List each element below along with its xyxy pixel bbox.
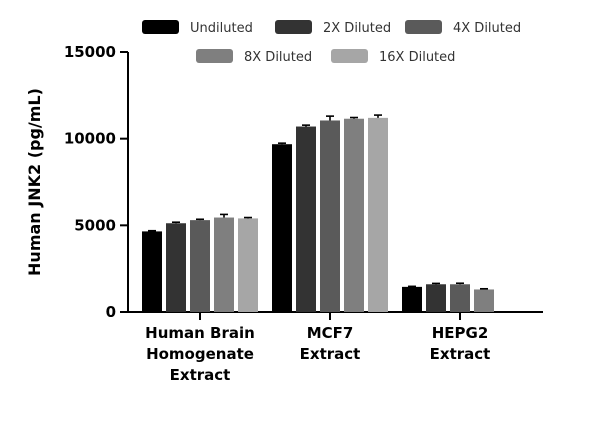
- x-tick-label-line: MCF7: [307, 324, 354, 342]
- y-tick-label: 10000: [64, 130, 116, 148]
- legend-label: 2X Diluted: [323, 21, 391, 36]
- bar: [344, 118, 364, 312]
- legend-swatch: [196, 49, 233, 63]
- x-tick-label-line: Homogenate: [146, 345, 254, 363]
- legend-label: 8X Diluted: [244, 50, 312, 65]
- bar: [474, 289, 494, 312]
- legend-swatch: [275, 20, 312, 34]
- x-tick-label-line: Extract: [300, 345, 361, 363]
- x-tick-label-line: Human Brain: [145, 324, 255, 342]
- legend-label: 4X Diluted: [453, 21, 521, 36]
- x-tick-label: HEPG2 Extract: [430, 324, 491, 363]
- bar: [214, 217, 234, 312]
- x-tick-label-line: Extract: [430, 345, 491, 363]
- bar: [142, 231, 162, 312]
- bar: [272, 144, 292, 312]
- legend-swatch: [331, 49, 368, 63]
- y-tick-label: 5000: [74, 216, 116, 234]
- bar: [450, 284, 470, 312]
- bar: [296, 126, 316, 313]
- y-tick-label: 15000: [64, 43, 116, 61]
- bar: [166, 223, 186, 312]
- x-tick-label-line: Extract: [170, 366, 231, 384]
- x-tick-label: MCF7 Extract: [300, 324, 361, 363]
- legend: Undiluted 2X Diluted 4X Diluted 8X Diluted 1…: [142, 20, 521, 65]
- legend-swatch: [142, 20, 179, 34]
- bar: [238, 218, 258, 312]
- bar: [368, 117, 388, 312]
- y-axis-title: Human JNK2 (pg/mL): [25, 88, 44, 276]
- y-axis: 0 5000 10000 15000: [64, 43, 129, 321]
- y-tick-label: 0: [106, 303, 116, 321]
- bar: [190, 220, 210, 312]
- x-tick-label-line: HEPG2: [432, 324, 489, 342]
- x-tick-label: Human Brain Homogenate Extract: [145, 324, 255, 384]
- legend-label: 16X Diluted: [379, 50, 455, 65]
- legend-swatch: [405, 20, 442, 34]
- legend-label: Undiluted: [190, 21, 253, 36]
- bar: [426, 284, 446, 312]
- bar: [320, 120, 340, 312]
- bars: [142, 114, 494, 313]
- bar: [402, 286, 422, 312]
